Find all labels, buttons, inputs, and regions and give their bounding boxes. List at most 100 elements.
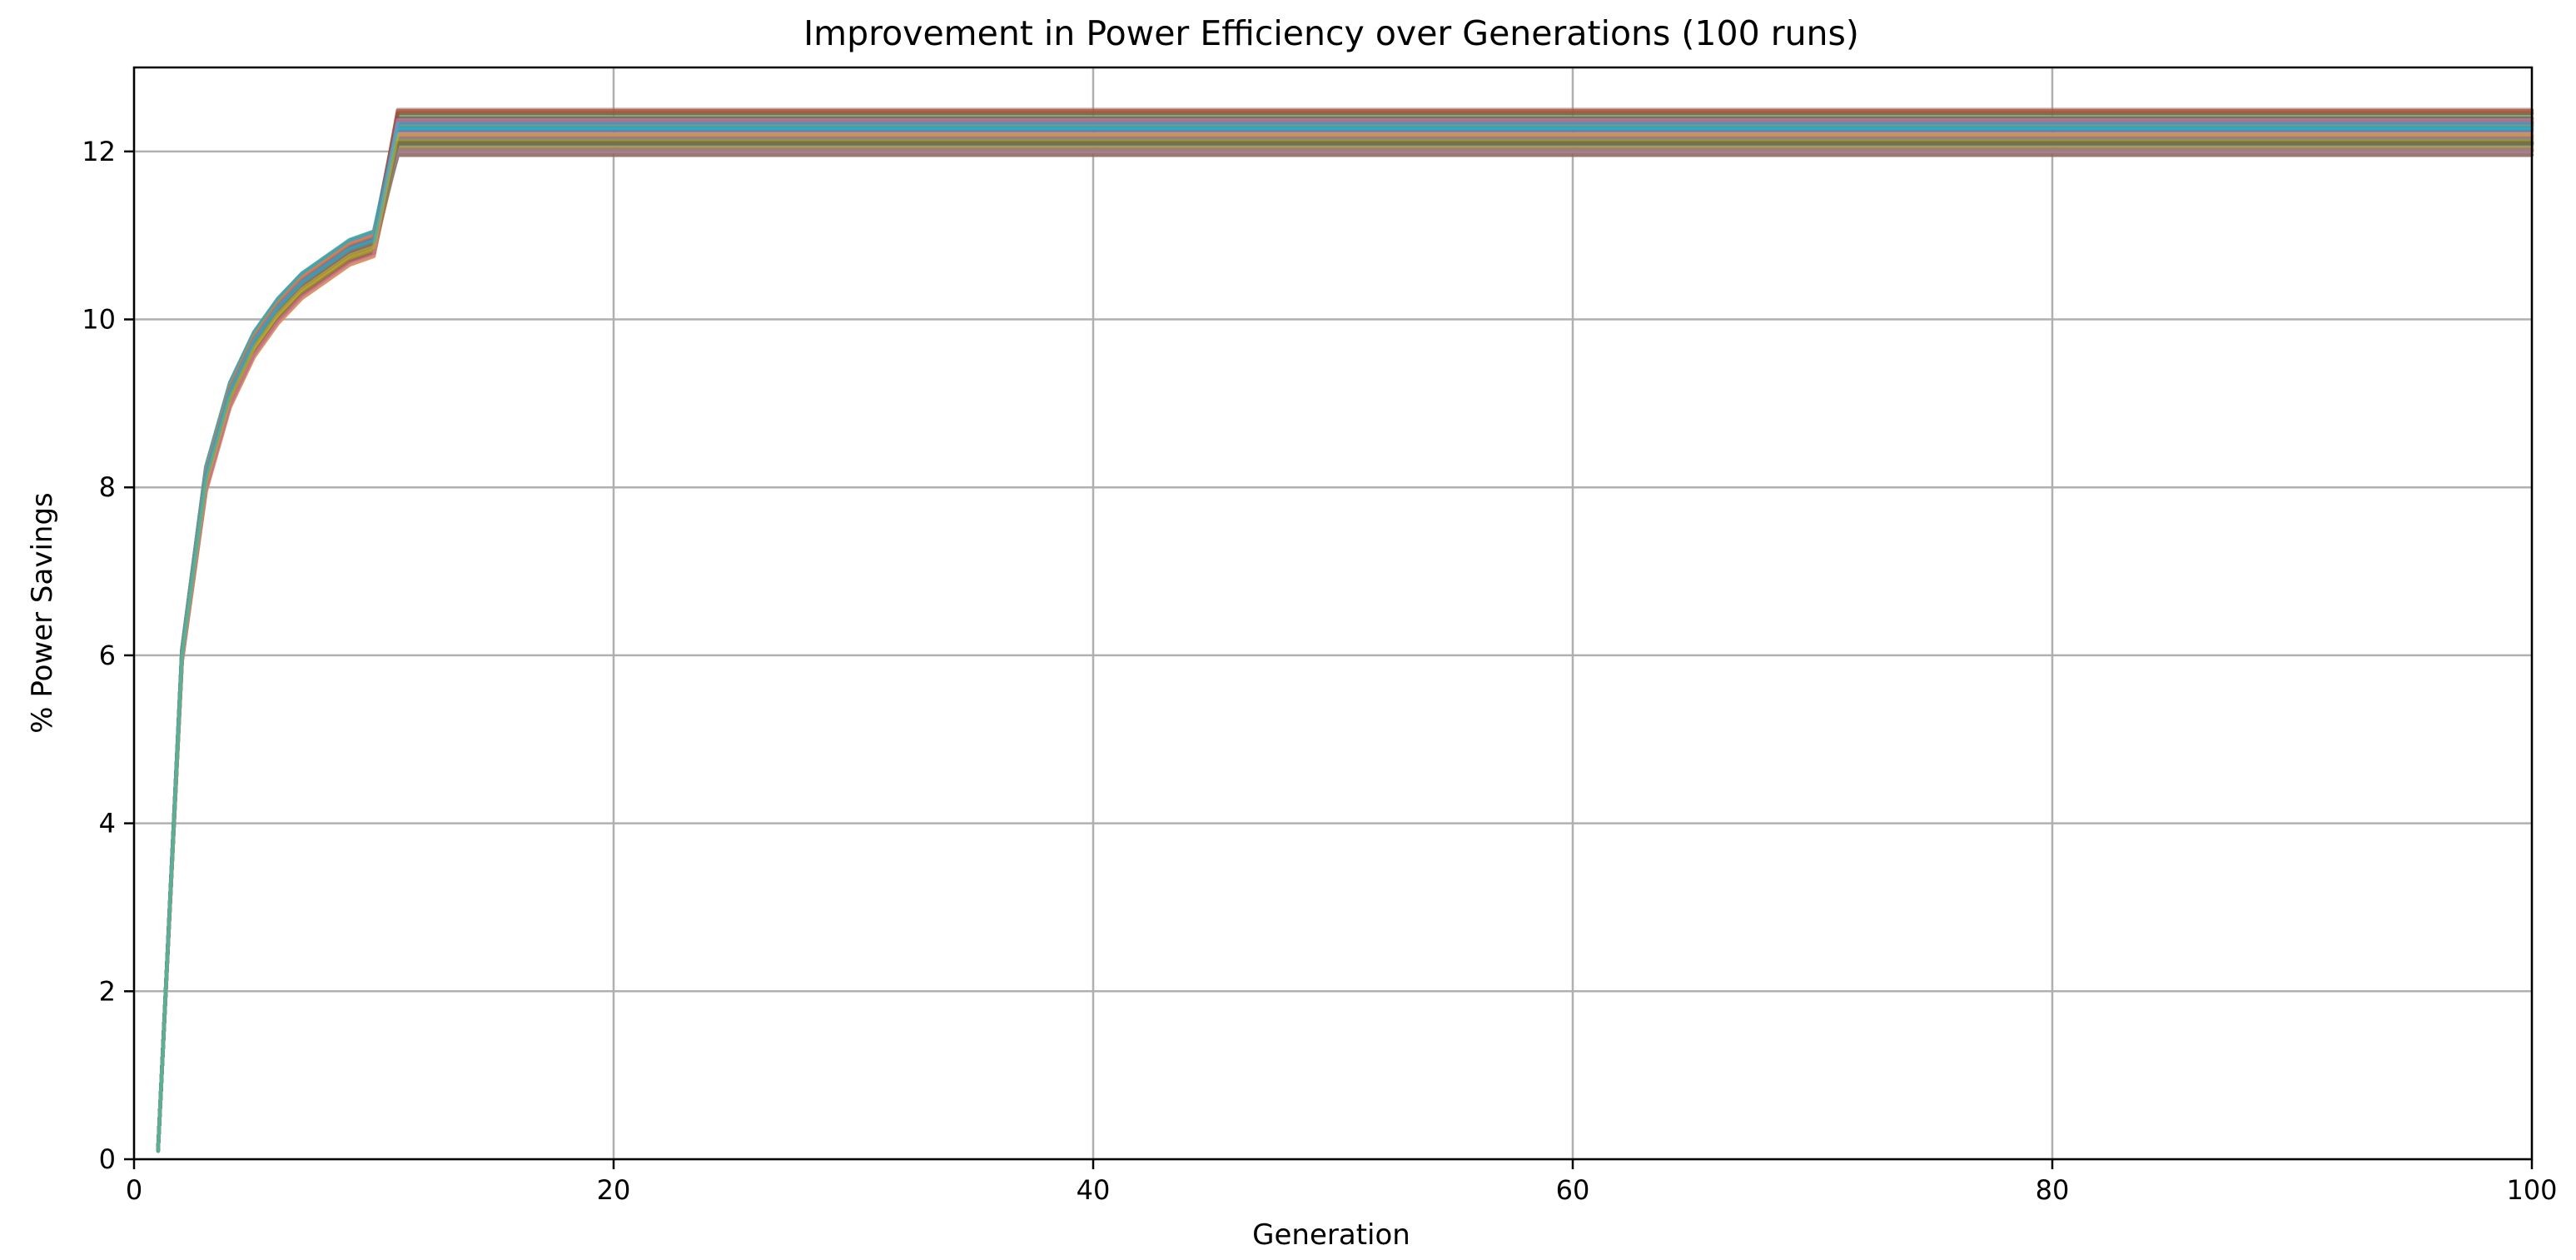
run-line-66	[156, 123, 2534, 1153]
run-line-48	[156, 107, 2534, 1153]
run-line-19	[156, 108, 2534, 1153]
run-line-52	[156, 149, 2534, 1153]
run-line-82	[156, 147, 2534, 1153]
run-line-28	[156, 136, 2534, 1153]
run-line-56	[156, 142, 2534, 1153]
run-line-6	[156, 119, 2534, 1153]
run-line-41	[156, 131, 2534, 1153]
run-line-87	[156, 149, 2534, 1153]
run-line-53	[156, 149, 2534, 1153]
run-line-91	[156, 142, 2534, 1153]
run-line-27	[156, 121, 2534, 1153]
x-axis-label: Generation	[1252, 1218, 1410, 1252]
run-line-76	[156, 117, 2534, 1153]
run-line-31	[156, 142, 2534, 1153]
run-line-93	[156, 140, 2534, 1153]
run-line-55	[156, 139, 2534, 1153]
y-axis-label: % Power Savings	[26, 492, 59, 734]
run-line-85	[156, 143, 2534, 1153]
run-line-69	[156, 122, 2534, 1153]
run-line-86	[156, 111, 2534, 1153]
y-tick-label: 2	[99, 975, 116, 1007]
run-line-39	[156, 132, 2534, 1153]
run-line-95	[156, 122, 2534, 1153]
chart-title: Improvement in Power Efficiency over Gen…	[803, 13, 1859, 53]
x-tick-label: 20	[597, 1174, 631, 1206]
grid	[132, 67, 2534, 1161]
run-line-46	[156, 117, 2534, 1153]
run-line-83	[156, 117, 2534, 1153]
run-line-71	[156, 137, 2534, 1153]
y-tick-label: 8	[99, 471, 116, 503]
x-tick-label: 60	[1556, 1174, 1590, 1206]
run-line-26	[156, 122, 2534, 1153]
x-axis-ticks: 0 20 40 60 80 100	[126, 1159, 2558, 1206]
run-line-57	[156, 134, 2534, 1153]
x-tick-label: 80	[2036, 1174, 2070, 1206]
series-lines	[156, 107, 2534, 1153]
run-line-96	[156, 141, 2534, 1153]
run-line-70	[156, 138, 2534, 1153]
run-line-73	[156, 148, 2534, 1153]
run-line-30	[156, 133, 2534, 1153]
run-line-14	[156, 111, 2534, 1153]
run-line-15	[156, 134, 2534, 1153]
run-line-2	[156, 124, 2534, 1153]
run-line-38	[156, 152, 2534, 1153]
run-line-10	[156, 113, 2534, 1153]
run-line-5	[156, 121, 2534, 1153]
run-line-78	[156, 147, 2534, 1153]
run-line-90	[156, 127, 2534, 1153]
y-tick-label: 6	[99, 640, 116, 671]
y-axis-ticks: 0 2 4 6 8 10 12	[82, 136, 134, 1175]
run-line-43	[156, 112, 2534, 1153]
run-line-98	[156, 147, 2534, 1153]
run-line-16	[156, 116, 2534, 1153]
run-line-97	[156, 117, 2534, 1153]
run-line-24	[156, 121, 2534, 1153]
y-tick-label: 4	[99, 808, 116, 839]
run-line-7	[156, 117, 2534, 1153]
x-tick-label: 100	[2506, 1174, 2557, 1206]
run-line-36	[156, 128, 2534, 1153]
run-line-35	[156, 117, 2534, 1153]
plot-frame	[132, 66, 2534, 1161]
run-line-60	[156, 117, 2534, 1153]
run-line-11	[156, 148, 2534, 1153]
y-tick-label: 10	[82, 304, 116, 336]
run-line-72	[156, 142, 2534, 1153]
run-line-34	[156, 134, 2534, 1153]
run-line-20	[156, 118, 2534, 1153]
run-line-29	[156, 134, 2534, 1153]
run-line-3	[156, 122, 2534, 1153]
run-line-18	[156, 136, 2534, 1153]
run-line-59	[156, 121, 2534, 1153]
run-line-12	[156, 120, 2534, 1153]
run-line-68	[156, 127, 2534, 1153]
y-tick-label: 12	[82, 136, 116, 167]
run-line-40	[156, 122, 2534, 1153]
run-line-32	[156, 122, 2534, 1153]
run-line-61	[156, 126, 2534, 1153]
run-line-23	[156, 128, 2534, 1153]
run-line-77	[156, 132, 2534, 1153]
run-line-100	[156, 121, 2534, 1153]
run-line-99	[156, 132, 2534, 1153]
run-line-74	[156, 108, 2534, 1153]
run-line-49	[156, 145, 2534, 1153]
run-line-65	[156, 122, 2534, 1153]
run-line-75	[156, 129, 2534, 1153]
run-line-63	[156, 142, 2534, 1153]
run-line-92	[156, 139, 2534, 1153]
run-line-58	[156, 153, 2534, 1153]
run-line-94	[156, 120, 2534, 1153]
run-line-33	[156, 140, 2534, 1153]
run-line-80	[156, 125, 2534, 1153]
run-line-88	[156, 137, 2534, 1153]
run-line-47	[156, 140, 2534, 1153]
run-line-64	[156, 123, 2534, 1153]
run-line-17	[156, 146, 2534, 1153]
x-tick-label: 40	[1077, 1174, 1111, 1206]
run-line-37	[156, 125, 2534, 1153]
y-tick-label: 0	[99, 1143, 116, 1175]
